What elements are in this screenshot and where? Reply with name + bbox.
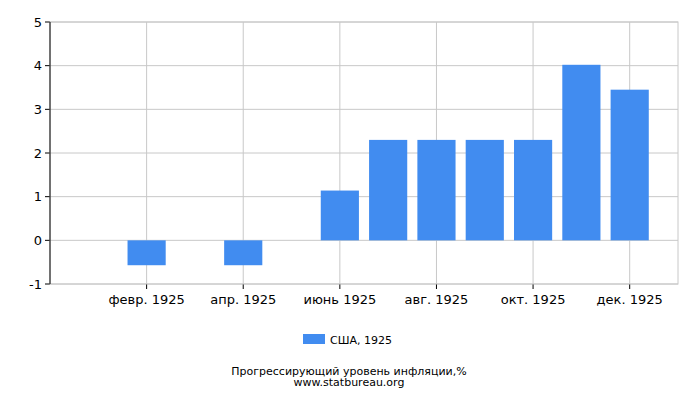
tick-label-y: 1 <box>34 189 42 204</box>
bar <box>466 140 504 240</box>
legend-label: США, 1925 <box>330 334 392 347</box>
tick-label-x: июнь 1925 <box>303 292 376 307</box>
tick-label-x: авг. 1925 <box>405 292 469 307</box>
bar <box>562 65 600 241</box>
bar <box>514 140 552 240</box>
tick-label-y: 3 <box>34 102 42 117</box>
tick-y <box>45 109 50 110</box>
tick-y <box>45 196 50 197</box>
tick-label-y: 4 <box>34 58 42 73</box>
tick-y <box>45 153 50 154</box>
tick-label-x: апр. 1925 <box>210 292 276 307</box>
tick-label-y: -1 <box>29 277 42 292</box>
legend-swatch <box>303 334 325 344</box>
tick-y <box>45 284 50 285</box>
grid-line-x <box>339 22 340 284</box>
tick-y <box>45 240 50 241</box>
subtitle: www.statbureau.org <box>294 376 405 389</box>
axis-y <box>50 22 51 284</box>
tick-label-x: февр. 1925 <box>108 292 184 307</box>
tick-x <box>533 284 534 289</box>
bar <box>417 140 455 240</box>
tick-y <box>45 22 50 23</box>
bar <box>272 240 310 241</box>
tick-x <box>146 284 147 289</box>
bar <box>224 240 262 265</box>
bar <box>321 191 359 241</box>
chart-svg: -1 0 1 2 3 4 5 февр. 1925 апр. 1925 июнь 1925 авг.… <box>0 0 700 400</box>
plot-frame <box>50 22 678 284</box>
tick-x <box>243 284 244 289</box>
tick-x <box>339 284 340 289</box>
tick-label-y: 5 <box>34 15 42 30</box>
bar <box>176 240 214 241</box>
bar <box>369 140 407 240</box>
tick-label-x: дек. 1925 <box>597 292 663 307</box>
tick-y <box>45 65 50 66</box>
tick-x <box>436 284 437 289</box>
bar <box>128 240 166 265</box>
tick-label-y: 0 <box>34 233 42 248</box>
tick-label-x: окт. 1925 <box>501 292 566 307</box>
tick-label-y: 2 <box>34 146 42 161</box>
chart-container: -1 0 1 2 3 4 5 февр. 1925 апр. 1925 июнь 1925 авг.… <box>0 0 700 400</box>
bars <box>128 65 649 265</box>
tick-x <box>629 284 630 289</box>
bar <box>611 90 649 241</box>
bar <box>79 240 117 241</box>
